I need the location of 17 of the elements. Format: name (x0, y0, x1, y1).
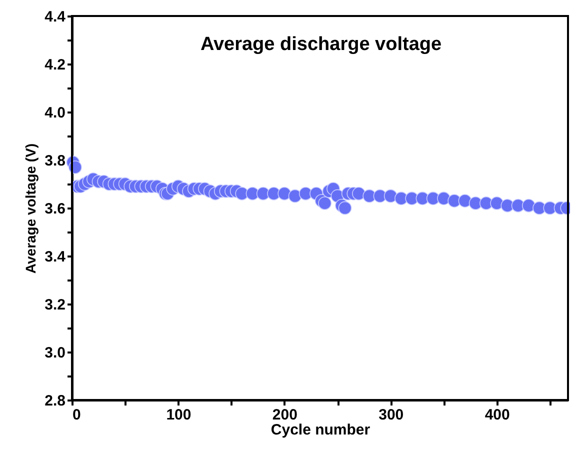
y-tick-label: 4.2 (44, 56, 66, 74)
y-tick-label: 3.6 (44, 200, 66, 218)
y-tick-label: 4.4 (44, 8, 66, 26)
x-tick-label: 0 (72, 406, 81, 424)
text: Average discharge voltage (200, 34, 442, 55)
y-tick-label: 3.4 (44, 248, 66, 266)
y-tick-label: 2.8 (44, 392, 66, 410)
y-tick-label: 4.0 (44, 104, 66, 122)
y-axis-title: Average voltage (V) (22, 143, 39, 274)
x-tick-label: 200 (272, 406, 298, 424)
x-tick-label: 300 (378, 406, 404, 424)
x-tick-label: 100 (166, 406, 192, 424)
y-tick-label: 3.0 (44, 344, 66, 362)
y-tick-label: 3.2 (44, 296, 66, 314)
y-tick-label: 3.8 (44, 152, 66, 170)
x-axis-title: Cycle number (270, 422, 370, 438)
x-tick-label: 400 (484, 406, 510, 424)
